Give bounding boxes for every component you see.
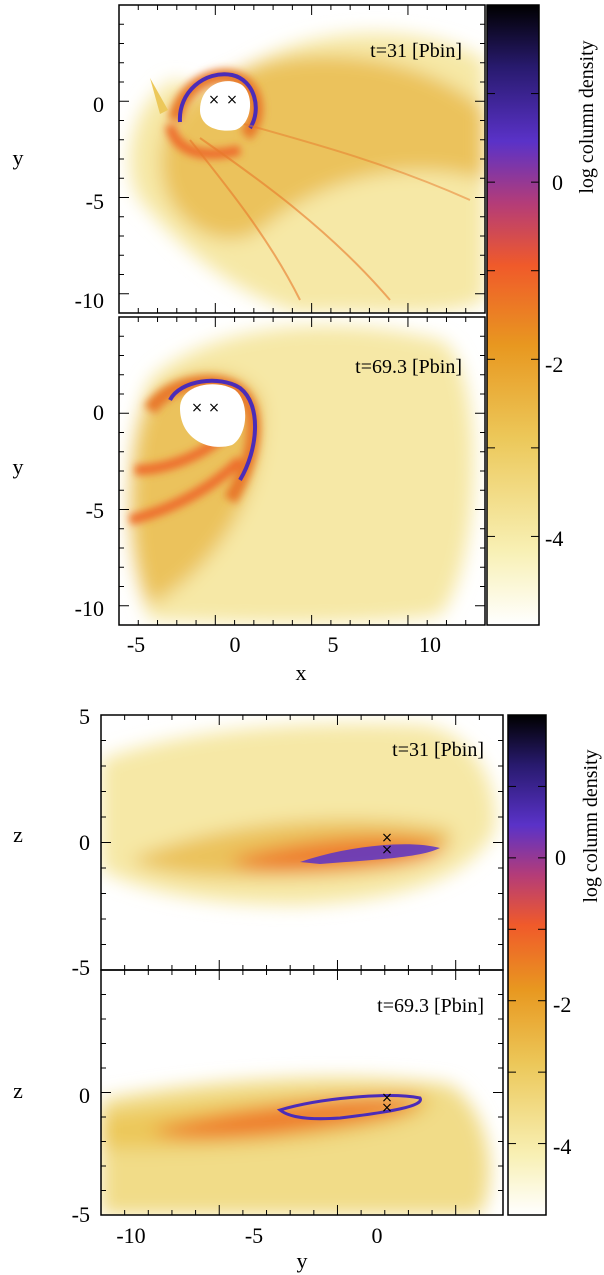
disc-dense [300, 844, 440, 864]
spiral-band [128, 456, 244, 525]
x-tick-label: 0 [372, 1223, 383, 1248]
x-axis-label: x [296, 660, 307, 685]
streamer-2 [189, 139, 301, 301]
panel-label: t=69.3 [Pbin] [377, 995, 484, 1017]
x-tick-label: -5 [127, 632, 145, 657]
y-axis-label: y [13, 454, 24, 479]
colorbar-tick-label: -4 [545, 526, 563, 551]
sink-marker: × [191, 400, 203, 416]
cavity [180, 384, 246, 447]
colorbar-tick-label: 0 [555, 845, 566, 870]
streamer-3 [229, 119, 471, 201]
colorbar-tick-label: -4 [553, 1134, 571, 1159]
y-axis-label: y [13, 145, 24, 170]
y-tick-label: -5 [72, 955, 90, 980]
sink-marker: × [208, 92, 220, 108]
gas-core [150, 1097, 420, 1139]
sink-marker: × [381, 830, 393, 846]
spike-feature [150, 78, 168, 114]
y-tick-label: -10 [75, 288, 104, 313]
y-axis-label: z [13, 822, 23, 847]
colorbar-top [486, 4, 540, 626]
y-axis-label: z [13, 1078, 23, 1103]
sink-marker: × [226, 92, 238, 108]
colorbar-gradient [508, 715, 546, 1215]
debris-tail [165, 123, 242, 159]
spiral-arm-dense [168, 378, 258, 482]
panel-top-upper: × × [130, 33, 485, 313]
disc-loop-dense [276, 1094, 422, 1121]
y-tick-label: -10 [75, 596, 104, 621]
colorbar-gradient [487, 5, 539, 625]
x-tick-label: 5 [328, 632, 339, 657]
y-tick-label: -5 [86, 498, 104, 523]
sink-marker: × [381, 1100, 393, 1116]
sink-marker: × [208, 400, 220, 416]
panel-bottom-lower: × × [101, 1077, 490, 1215]
x-tick-label: 10 [419, 632, 441, 657]
panel-bottom-upper: × × [101, 723, 496, 905]
panel-label: t=69.3 [Pbin] [355, 356, 462, 378]
colorbar-frame [507, 714, 547, 1216]
x-tick-label: -10 [116, 1223, 145, 1248]
colorbar-tick-label: -2 [553, 992, 571, 1017]
streamer-1 [199, 137, 391, 301]
colorbar-tick-label: -2 [545, 352, 563, 377]
colorbar-bottom [507, 714, 547, 1216]
cavity [200, 81, 251, 131]
x-tick-label: 0 [230, 632, 241, 657]
sink-marker: × [381, 842, 393, 858]
y-tick-label: 0 [79, 830, 90, 855]
tick-marks [101, 5, 546, 1215]
y-tick-label: -5 [72, 1202, 90, 1227]
y-tick-label: 0 [93, 400, 104, 425]
y-tick-label: 5 [79, 704, 90, 729]
y-tick-label: 0 [93, 92, 104, 117]
colorbar-frame [486, 4, 540, 626]
panel-label: t=31 [Pbin] [392, 739, 484, 761]
sink-marker: × [381, 1090, 393, 1106]
y-tick-label: -5 [86, 189, 104, 214]
spiral-arm-dense [177, 72, 258, 130]
x-tick-label: -5 [245, 1223, 263, 1248]
colorbar-label: log column density [576, 40, 598, 193]
panel-label: t=31 [Pbin] [370, 40, 462, 62]
colorbar-label: log column density [580, 749, 602, 902]
x-axis-label: y [297, 1248, 308, 1273]
y-tick-label: 0 [79, 1083, 90, 1108]
colorbar-tick-label: 0 [552, 170, 563, 195]
panel-top-lower: × × [128, 325, 474, 624]
